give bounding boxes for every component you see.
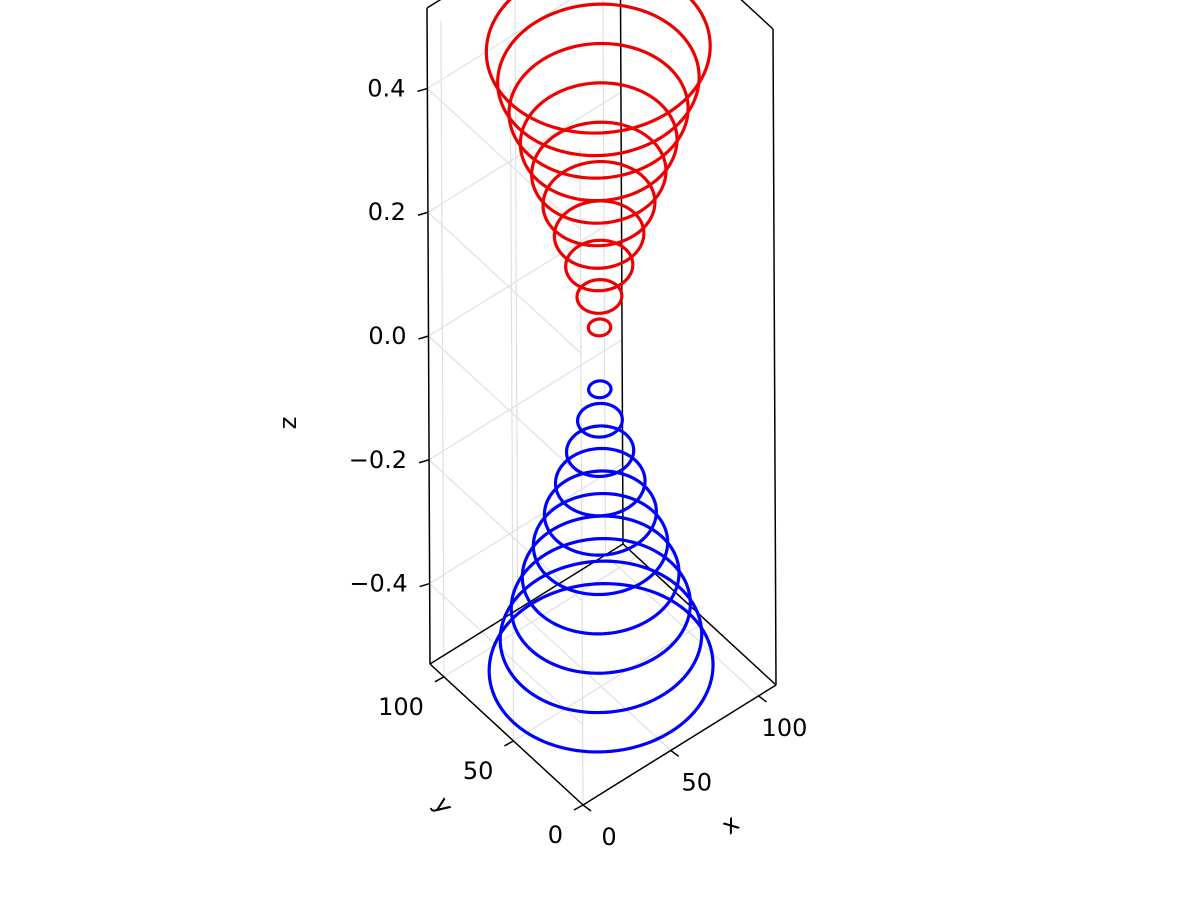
ring-series-1-1 xyxy=(575,278,624,315)
ring-series-0-4 xyxy=(531,491,670,597)
ring-series-0-0 xyxy=(487,582,715,754)
ring-series-0-5 xyxy=(542,469,658,557)
y-tick-label-2: 100 xyxy=(378,693,424,721)
gridline-z-back xyxy=(428,215,622,337)
frame-z-right xyxy=(772,28,777,686)
y-tick-mark xyxy=(573,804,584,811)
gridline-z-back xyxy=(428,339,623,461)
x-tick-label-1: 50 xyxy=(681,768,712,796)
ring-series-1-4 xyxy=(541,159,657,248)
z-tick-label-3: 0.2 xyxy=(368,198,406,226)
gridline-y-floor xyxy=(443,556,638,678)
frame-x-front xyxy=(582,684,777,806)
ring-series-0-2 xyxy=(509,536,692,675)
z-tick-mark xyxy=(418,335,429,340)
z-tick-label-1: −0.2 xyxy=(349,446,407,474)
gridline-z-side xyxy=(426,88,581,230)
gridline-x-back xyxy=(602,0,607,555)
ring-series-1-0 xyxy=(586,317,613,338)
ring-series-0-7 xyxy=(564,424,636,479)
ring-series-0-3 xyxy=(520,514,681,636)
gridline-y-side xyxy=(579,148,584,806)
gridline-x-floor xyxy=(605,554,759,697)
gridline-x-floor xyxy=(517,609,672,751)
ring-series-1-5 xyxy=(530,120,668,225)
ring-series-1-8 xyxy=(496,2,701,158)
ring-series-0-9 xyxy=(587,379,613,400)
x-tick-label-0: 0 xyxy=(601,823,616,851)
ring-series-1-9 xyxy=(484,0,712,135)
x-tick-label-2: 100 xyxy=(762,714,808,742)
z-axis-label: z xyxy=(274,417,302,430)
gridline-z-side xyxy=(429,583,584,725)
data-layer xyxy=(484,0,715,754)
gridline-z-side xyxy=(428,459,583,602)
gridline-x-back xyxy=(514,0,519,610)
ticks-layer: −0.4 −0.2 0.0 0.2 0.4 0 50 100 0 50 100 xyxy=(349,74,808,851)
x-tick-mark xyxy=(670,749,680,758)
z-tick-mark xyxy=(418,459,430,464)
ring-series-1-2 xyxy=(564,238,635,293)
gridline-y-side xyxy=(509,84,515,741)
x-tick-mark xyxy=(582,804,592,812)
ring-series-1-3 xyxy=(552,199,646,270)
frame-y-front xyxy=(429,663,584,806)
y-tick-label-0: 0 xyxy=(548,821,563,849)
z-tick-mark xyxy=(417,211,429,216)
gridline-z-side xyxy=(428,335,582,478)
frame-z-corner xyxy=(619,0,624,545)
ring-series-1-6 xyxy=(518,81,679,203)
y-tick-label-1: 50 xyxy=(463,757,494,785)
gridline-z-back xyxy=(427,0,571,89)
ring-series-0-6 xyxy=(553,446,647,518)
z-tick-label-2: 0.0 xyxy=(368,322,406,350)
x-axis-label: x xyxy=(716,809,744,840)
gridline-z-back xyxy=(429,463,623,585)
z-tick-mark xyxy=(417,87,428,93)
ring-series-0-8 xyxy=(575,401,624,439)
x-tick-mark xyxy=(758,695,767,703)
z-tick-label-4: 0.4 xyxy=(367,74,405,102)
z-tick-mark xyxy=(419,582,430,588)
gridline-y-side xyxy=(440,20,445,677)
frame-floor-back xyxy=(429,543,624,665)
y-tick-mark xyxy=(434,676,445,683)
gridline-z-side xyxy=(427,211,582,354)
z-tick-label-0: −0.4 xyxy=(349,570,407,598)
ring-series-1-7 xyxy=(507,41,690,180)
frame-top-right xyxy=(740,0,774,30)
y-tick-mark xyxy=(504,740,514,747)
y-axis-label: y xyxy=(428,792,459,820)
ring-series-0-1 xyxy=(498,559,704,715)
